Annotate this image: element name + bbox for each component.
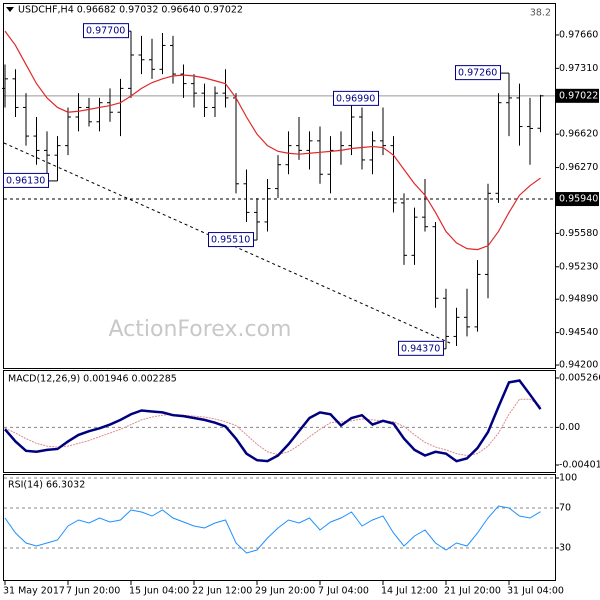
y-tick-label: 0.95230	[559, 261, 598, 272]
macd-line	[4, 379, 542, 463]
y-tick-label: 0.00	[559, 422, 580, 433]
annotation-label: 0.96130	[6, 175, 45, 186]
rsi-title: RSI(14) 66.3032	[8, 480, 85, 491]
annotation-label: 0.94370	[401, 343, 440, 354]
macd-panel	[3, 370, 556, 473]
y-tick-label: 0.96270	[559, 162, 598, 173]
annotation-label: 0.97260	[458, 68, 497, 79]
x-tick-label: 22 Jun 12:00	[192, 586, 252, 597]
y-tick-label: 100	[559, 473, 577, 484]
x-tick-label: 7 Jul 04:00	[318, 586, 369, 597]
x-tick-label: 31 May 2017	[3, 586, 65, 597]
annotation-box	[208, 232, 254, 248]
x-tick-label: 14 Jul 12:00	[381, 586, 438, 597]
x-tick-label: 7 Jun 20:00	[66, 586, 120, 597]
level-box	[556, 88, 599, 103]
fib-label: 38.2	[530, 8, 551, 19]
x-tick-label: 31 Jul 04:00	[507, 586, 564, 597]
level-label: 0.97022	[559, 90, 598, 101]
rsi-panel	[3, 474, 556, 581]
x-tick-label: 29 Jun 20:00	[255, 586, 315, 597]
y-tick-label: 0.97310	[559, 63, 598, 74]
y-tick-label: 0.94200	[559, 360, 598, 371]
y-tick-label: 0.96620	[559, 129, 598, 140]
level-label: 0.95940	[559, 194, 598, 205]
dropdown-icon	[6, 7, 14, 12]
level-box	[556, 192, 599, 207]
y-tick-label: 30	[559, 543, 571, 554]
annotation-box	[3, 172, 49, 188]
signal-line	[4, 398, 541, 457]
main-panel	[3, 3, 556, 369]
annotation-box	[455, 65, 501, 81]
annotation-box	[83, 23, 129, 39]
annotation-label: 0.95510	[211, 235, 250, 246]
annotation-box	[333, 90, 379, 106]
x-tick-label: 21 Jul 20:00	[444, 586, 501, 597]
chart-title: USDCHF,H4 0.96682 0.97032 0.96640 0.9702…	[18, 5, 243, 16]
y-tick-label: 0.005266	[559, 372, 600, 383]
macd-title: MACD(12,26,9) 0.001946 0.002285	[8, 374, 177, 385]
y-tick-label: 0.95580	[559, 228, 598, 239]
annotation-box	[398, 340, 444, 356]
watermark: ActionForex.com	[109, 317, 292, 342]
annotation-label: 0.96990	[336, 93, 375, 104]
y-tick-label: 70	[559, 503, 571, 514]
annotation-label: 0.97700	[86, 26, 125, 37]
y-tick-label: 0.94540	[559, 327, 598, 338]
rsi-line	[4, 505, 541, 554]
x-tick-label: 15 Jun 04:00	[129, 586, 189, 597]
y-tick-label: 0.94890	[559, 294, 598, 305]
y-tick-label: 0.97660	[559, 29, 598, 40]
moving-average	[4, 30, 541, 251]
